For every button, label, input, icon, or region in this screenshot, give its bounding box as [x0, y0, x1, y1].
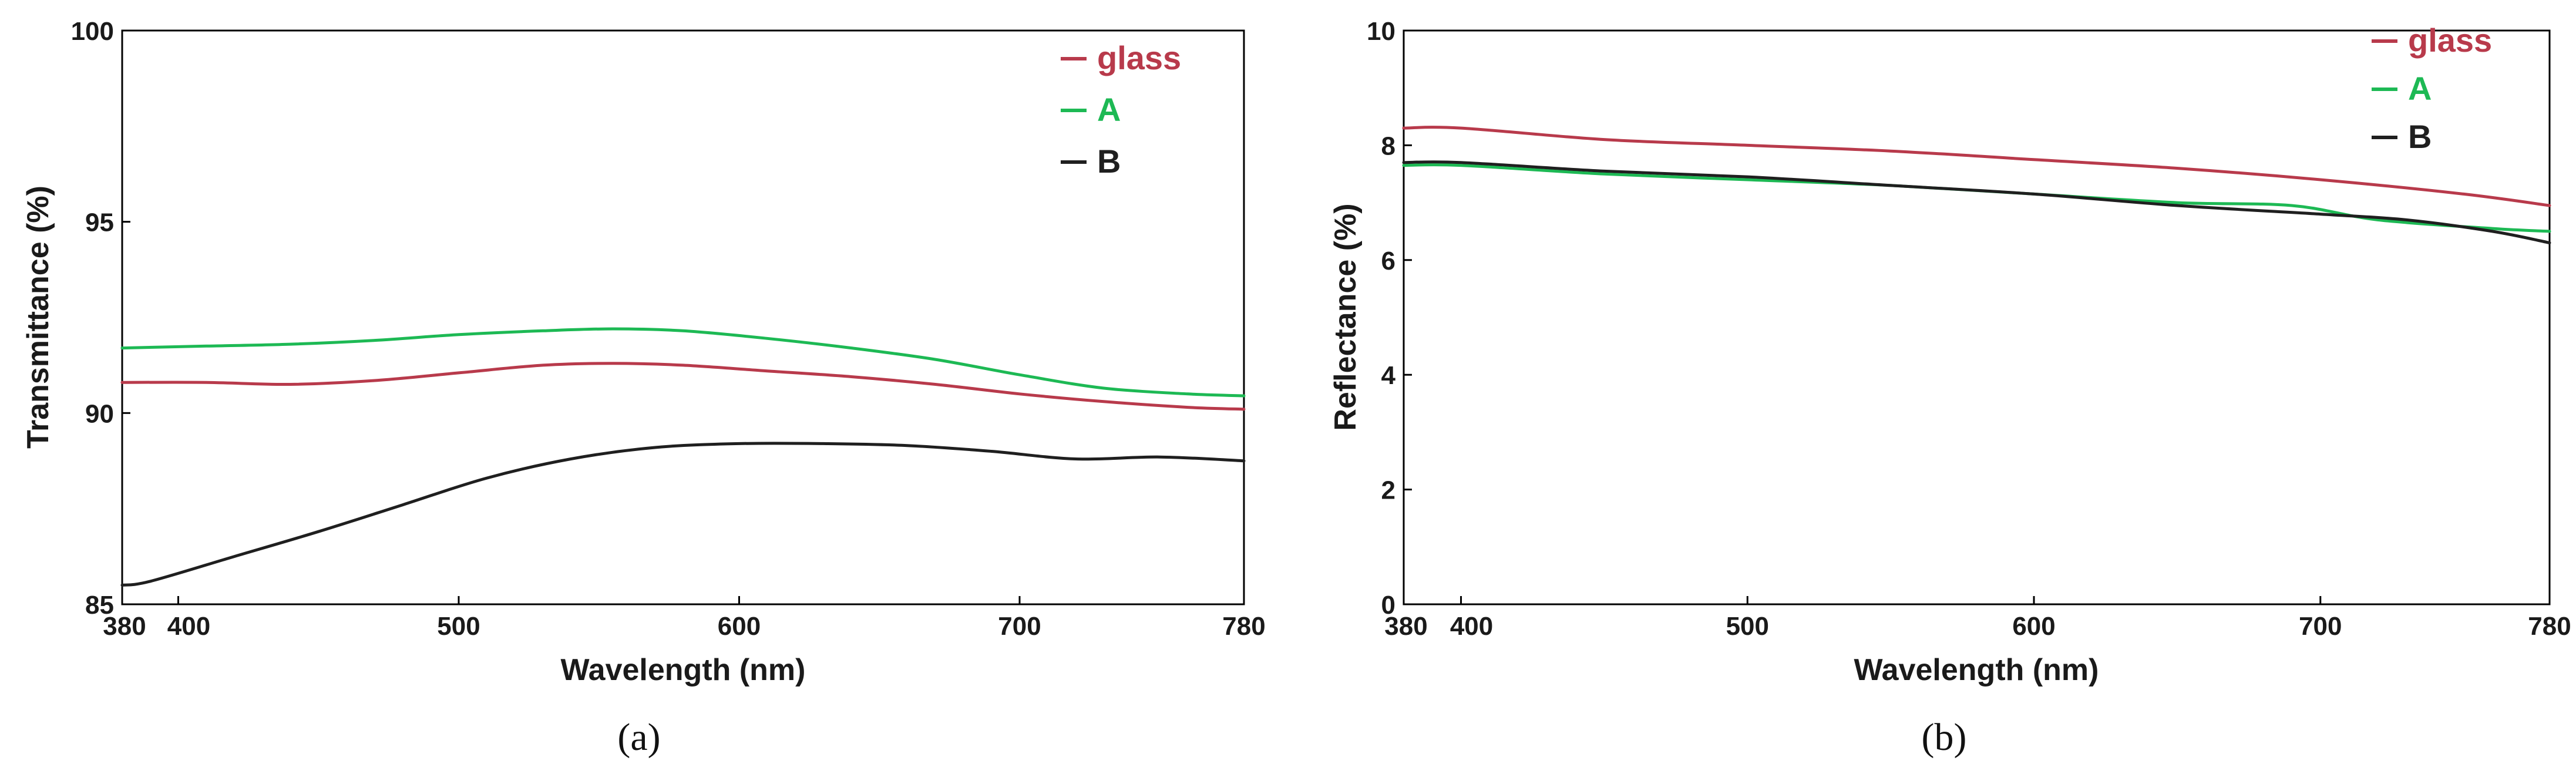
- series-line-glass-b: [1402, 126, 2551, 207]
- ticks-b: 380 400 500 600 700 780 0 2 4 6 8 10: [1367, 17, 2571, 641]
- x-tick-label-a: 700: [998, 612, 1041, 641]
- legend-item-a-a: A: [1061, 91, 1121, 128]
- x-tick-label-a: 780: [1222, 612, 1265, 641]
- y-axis-title-b: Reflectance (%): [1329, 203, 1363, 430]
- series-line-glass-a: [120, 362, 1246, 411]
- legend-b: glass AB: [2372, 22, 2492, 155]
- x-tick-label-b: 400: [1450, 612, 1493, 641]
- x-tick-label-b: 380: [1384, 612, 1427, 641]
- legend-item-a-b: A: [2372, 70, 2432, 107]
- legend-item-glass-a: glass: [1061, 39, 1181, 76]
- series-line-b-b: [1402, 160, 2551, 244]
- legend-label-b-a: B: [1097, 143, 1121, 180]
- y-tick-label-b: 2: [1381, 476, 1395, 505]
- legend-label-a-a: A: [1097, 91, 1121, 128]
- legend-item-glass-b: glass: [2372, 22, 2492, 59]
- legend-label-glass-a: glass: [1097, 39, 1181, 76]
- y-axis-title-a: Transmittance (%): [21, 186, 55, 449]
- series-b: [1402, 126, 2551, 244]
- plot-area-b: [1403, 29, 2551, 605]
- chart-panel-a: 380 400 500 600 700 780 85 90 95 100 glass AB Wave…: [21, 17, 1266, 759]
- y-tick-label-b: 10: [1367, 17, 1395, 46]
- x-tick-label-a: 500: [437, 612, 480, 641]
- x-tick-label-b: 600: [2012, 612, 2055, 641]
- plot-area-a: [121, 29, 1245, 605]
- x-tick-label-a: 600: [718, 612, 761, 641]
- y-tick-label-a: 100: [71, 17, 114, 46]
- legend-item-b-a: B: [1061, 143, 1121, 180]
- x-axis-title-b: Wavelength (nm): [1854, 653, 2099, 687]
- ticks-a: 380 400 500 600 700 780 85 90 95 100: [71, 17, 1266, 641]
- y-tick-label-b: 4: [1381, 361, 1396, 390]
- series-a: [120, 327, 1246, 587]
- series-line-a-a: [120, 327, 1246, 398]
- series-line-b-a: [120, 442, 1246, 587]
- x-tick-label-b: 700: [2299, 612, 2342, 641]
- legend-label-glass-b: glass: [2408, 22, 2492, 59]
- panel-label-b: (b): [1922, 716, 1967, 759]
- x-axis-title-a: Wavelength (nm): [561, 653, 806, 687]
- y-tick-label-a: 95: [85, 208, 114, 237]
- legend-item-b-b: B: [2372, 118, 2432, 155]
- y-tick-label-a: 90: [85, 399, 114, 428]
- y-tick-label-b: 0: [1381, 591, 1395, 620]
- y-tick-label-a: 85: [85, 591, 114, 620]
- y-tick-label-b: 8: [1381, 132, 1395, 160]
- x-tick-label-a: 380: [103, 612, 146, 641]
- legend-label-b-b: B: [2408, 118, 2432, 155]
- y-tick-label-b: 6: [1381, 247, 1395, 275]
- legend-label-a-b: A: [2408, 70, 2432, 107]
- panel-label-a: (a): [617, 716, 660, 759]
- legend-a: glass AB: [1061, 39, 1181, 180]
- x-tick-label-b: 500: [1726, 612, 1769, 641]
- x-tick-label-a: 400: [167, 612, 210, 641]
- chart-panel-b: 380 400 500 600 700 780 0 2 4 6 8 10 glass AB Wavele…: [1329, 17, 2571, 759]
- x-tick-label-b: 780: [2528, 612, 2571, 641]
